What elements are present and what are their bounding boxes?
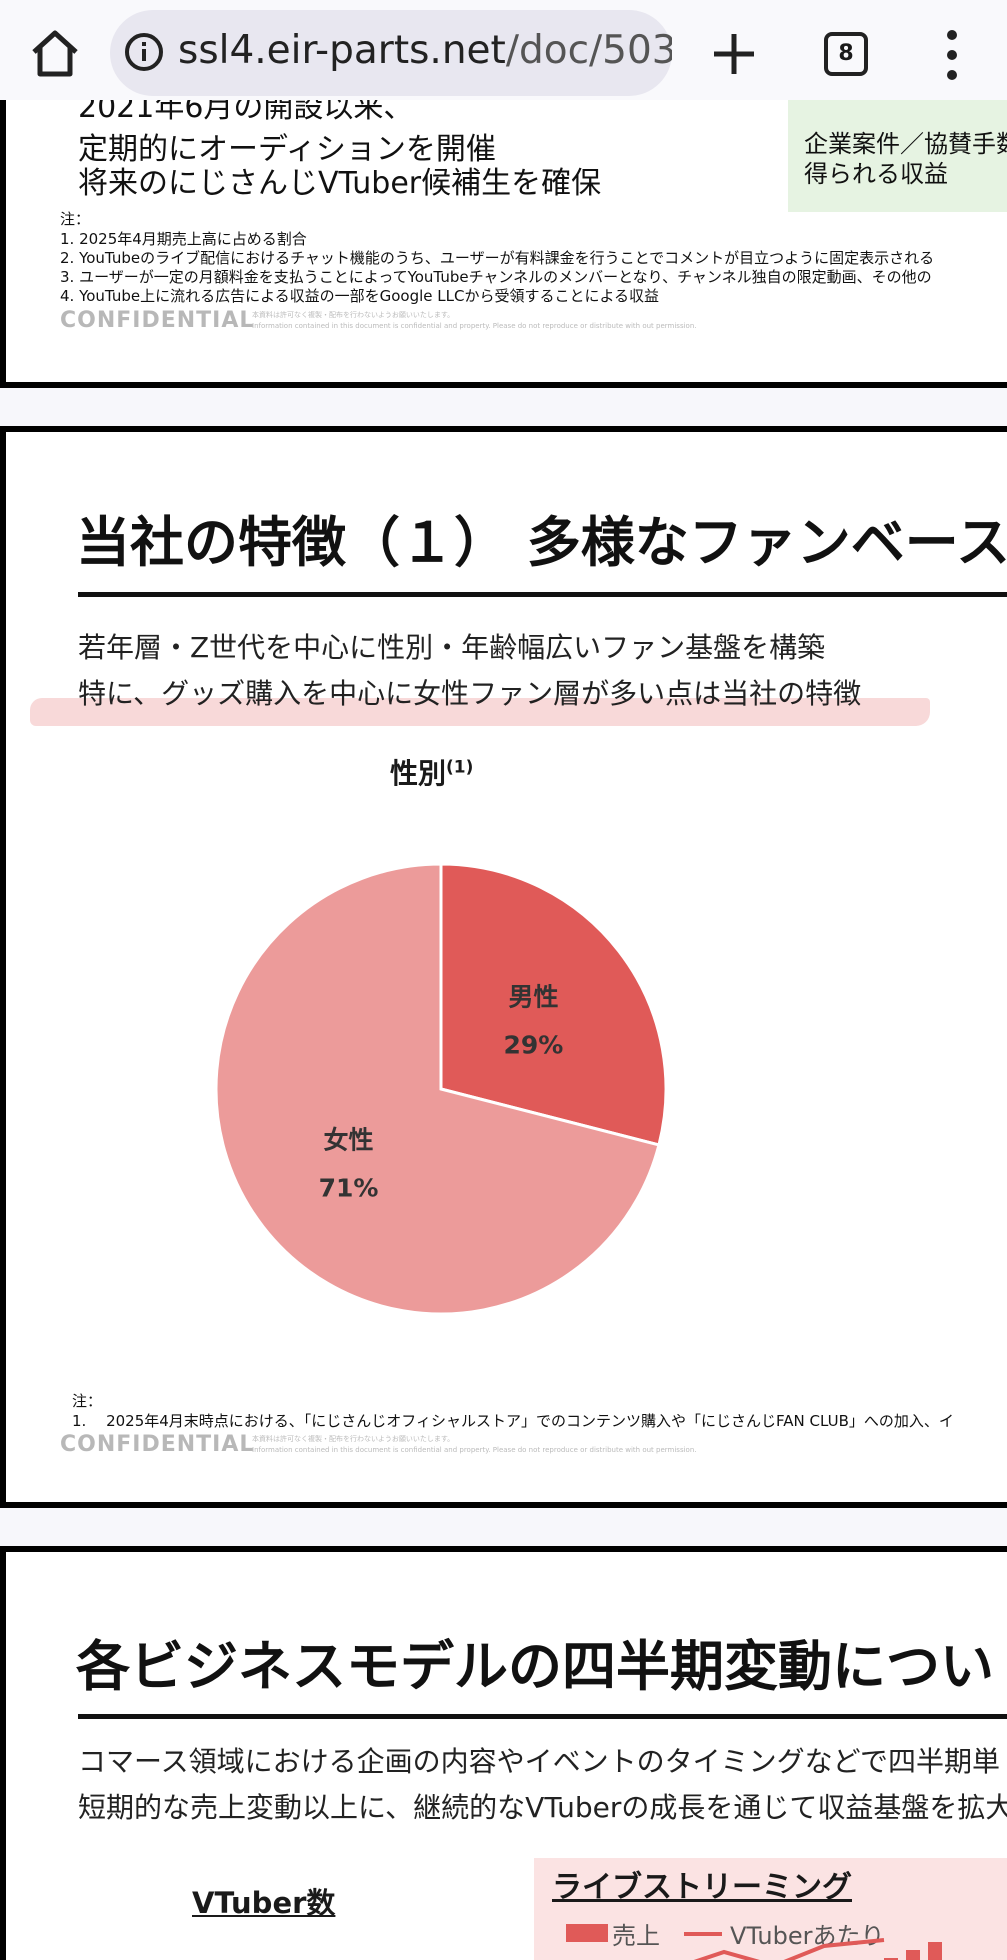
pie-title-footnote: (1) bbox=[446, 757, 474, 778]
legend-sales-swatch bbox=[566, 1924, 608, 1942]
sales-bar bbox=[884, 1958, 898, 1960]
vtuber-count-label: VTuber数 bbox=[192, 1886, 336, 1920]
subtitle-line-1: 若年層・Z世代を中心に性別・年齢幅広いファン基盤を構築 bbox=[78, 631, 826, 664]
note-4: 4. YouTube上に流れる広告による収益の一部をGoogle LLCから受領… bbox=[60, 287, 660, 305]
slide2-confidential-label: CONFIDENTIAL bbox=[60, 1432, 255, 1457]
slide3-title: 各ビジネスモデルの四半期変動につい bbox=[76, 1635, 994, 1698]
slide1-line-2: 定期的にオーディションを開催 bbox=[78, 132, 496, 167]
side-box-line-1: 企業案件／協賛手数 bbox=[804, 130, 1007, 158]
tab-switcher-button[interactable]: 8 bbox=[824, 32, 868, 76]
address-bar[interactable] bbox=[110, 10, 672, 96]
slide2-disclaimer-jp: 本資料は許可なく複製・配布を行わないようお願いいたします。 bbox=[252, 1435, 455, 1443]
home-icon[interactable] bbox=[24, 22, 86, 84]
confidential-label: CONFIDENTIAL bbox=[60, 308, 255, 333]
pie-title-text: 性別 bbox=[390, 757, 447, 790]
slide2-title: 当社の特徴（１） 多様なファンベース bbox=[76, 511, 1007, 574]
gender-pie-chart: 男性 29% 女性 71% bbox=[214, 862, 668, 1316]
pie-chart-title: 性別(1) bbox=[390, 752, 473, 792]
url-path: /doc/5032 bbox=[505, 28, 672, 73]
live-streaming-title: ライブストリーミング bbox=[552, 1870, 852, 1905]
notes-header: 注： bbox=[60, 210, 91, 228]
slide2-disclaimer-en: Information contained in this document i… bbox=[252, 1446, 697, 1454]
live-streaming-panel: ライブストリーミング 売上 VTuberあたり bbox=[534, 1858, 1007, 1960]
pie-slice-1 bbox=[214, 862, 661, 1316]
url-host: ssl4.eir-parts.net bbox=[178, 28, 506, 73]
disclaimer-en: Information contained in this document i… bbox=[252, 322, 697, 330]
legend-per-vtuber: VTuberあたり bbox=[730, 1922, 885, 1950]
side-box-line-2: 得られる収益 bbox=[804, 160, 948, 188]
new-tab-plus-icon[interactable] bbox=[708, 28, 760, 80]
note-2: 2. YouTubeのライブ配信におけるチャット機能のうち、ユーザーが有料課金を… bbox=[60, 249, 935, 267]
site-info-icon[interactable] bbox=[124, 32, 164, 72]
subtitle-highlight bbox=[30, 698, 930, 726]
per-vtuber-trend-line bbox=[693, 1938, 885, 1960]
slide3-title-divider bbox=[78, 1714, 1007, 1719]
slide-revenue-notes: 2021年6月の開設以来、 定期的にオーディションを開催 将来のにじさんじVTu… bbox=[0, 100, 1007, 388]
pie-category-label: 男性 bbox=[508, 982, 558, 1011]
overflow-menu-icon[interactable] bbox=[938, 26, 966, 84]
legend-sales: 売上 bbox=[612, 1922, 660, 1950]
url-text[interactable]: ssl4.eir-parts.net/doc/5032 bbox=[178, 28, 672, 73]
pie-slice-0 bbox=[439, 862, 668, 1147]
subtitle-line-2: 特に、グッズ購入を中心に女性ファン層が多い点は当社の特徴 bbox=[78, 677, 862, 710]
slide-fan-base: 当社の特徴（１） 多様なファンベース 若年層・Z世代を中心に性別・年齢幅広いファ… bbox=[0, 426, 1007, 1508]
disclaimer-jp: 本資料は許可なく複製・配布を行わないようお願いいたします。 bbox=[252, 311, 455, 319]
browser-toolbar: ssl4.eir-parts.net/doc/5032 8 bbox=[0, 0, 1007, 114]
sales-bar bbox=[928, 1942, 942, 1960]
pie-category-label: 女性 bbox=[324, 1126, 374, 1155]
pie-value-label: 71% bbox=[319, 1174, 379, 1203]
slide-quarterly-changes: 各ビジネスモデルの四半期変動につい コマース領域における企画の内容やイベントのタ… bbox=[0, 1546, 1007, 1960]
legend-per-vtuber-line bbox=[684, 1932, 722, 1936]
live-streaming-chart-preview bbox=[693, 1938, 942, 1960]
note-3: 3. ユーザーが一定の月額料金を支払うことによってYouTubeチャンネルのメン… bbox=[60, 268, 932, 286]
slide1-line-3: 将来のにじさんじVTuber候補生を確保 bbox=[78, 166, 602, 201]
slide1-line-1: 2021年6月の開設以来、 bbox=[78, 100, 414, 125]
slide3-subtitle-line-2: 短期的な売上変動以上に、継続的なVTuberの成長を通じて収益基盤を拡大 bbox=[78, 1791, 1007, 1824]
slide2-notes-header: 注： bbox=[72, 1392, 103, 1410]
title-divider bbox=[78, 592, 1007, 597]
slide2-note-1: 1. 2025年4月末時点における、「にじさんじオフィシャルストア」でのコンテン… bbox=[72, 1412, 954, 1430]
sales-bar bbox=[906, 1950, 920, 1960]
pie-value-label: 29% bbox=[504, 1030, 564, 1059]
note-1: 1. 2025年4月期売上高に占める割合 bbox=[60, 230, 307, 248]
slide3-subtitle-line-1: コマース領域における企画の内容やイベントのタイミングなどで四半期単 bbox=[78, 1745, 1001, 1778]
revenue-category-box: 企業案件／協賛手数 得られる収益 bbox=[788, 100, 1007, 212]
